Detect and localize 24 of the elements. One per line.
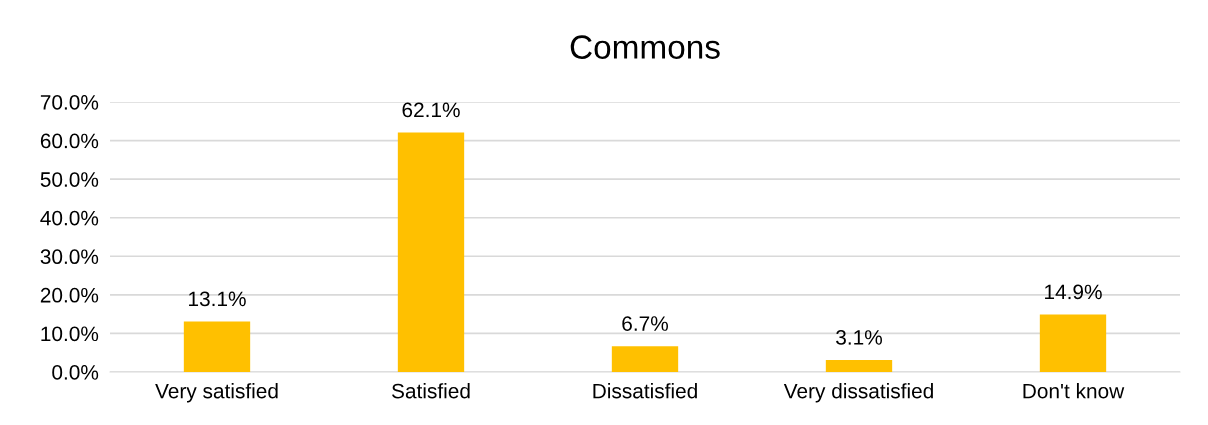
chart-title: Commons	[570, 35, 720, 59]
y-tick-label: 60.0%	[40, 133, 99, 149]
y-tick-label: 40.0%	[40, 210, 99, 226]
y-tick-label: 0.0%	[52, 365, 99, 380]
data-label: 3.1%	[836, 330, 882, 345]
x-tick-label: Very dissatisfied	[783, 383, 933, 403]
x-tick-label: Don't know	[1023, 383, 1125, 399]
y-tick-label: 20.0%	[40, 287, 99, 303]
bar	[1039, 314, 1107, 372]
y-tick-label: 70.0%	[40, 95, 99, 110]
data-label: 6.7%	[622, 316, 668, 331]
bar	[183, 321, 251, 372]
x-tick-label: Dissatisfied	[593, 383, 697, 399]
bar	[611, 346, 679, 372]
y-tick-label: 50.0%	[40, 172, 99, 187]
y-tick-label: 30.0%	[40, 249, 99, 265]
data-label: 14.9%	[1045, 284, 1102, 300]
x-tick-label: Very satisfied	[155, 383, 278, 403]
x-tick-label: Satisfied	[392, 383, 470, 399]
y-tick-label: 10.0%	[41, 326, 99, 342]
data-label: 62.1%	[402, 102, 460, 118]
data-label: 13.1%	[189, 291, 246, 307]
bar	[397, 132, 465, 372]
bar	[825, 360, 893, 372]
